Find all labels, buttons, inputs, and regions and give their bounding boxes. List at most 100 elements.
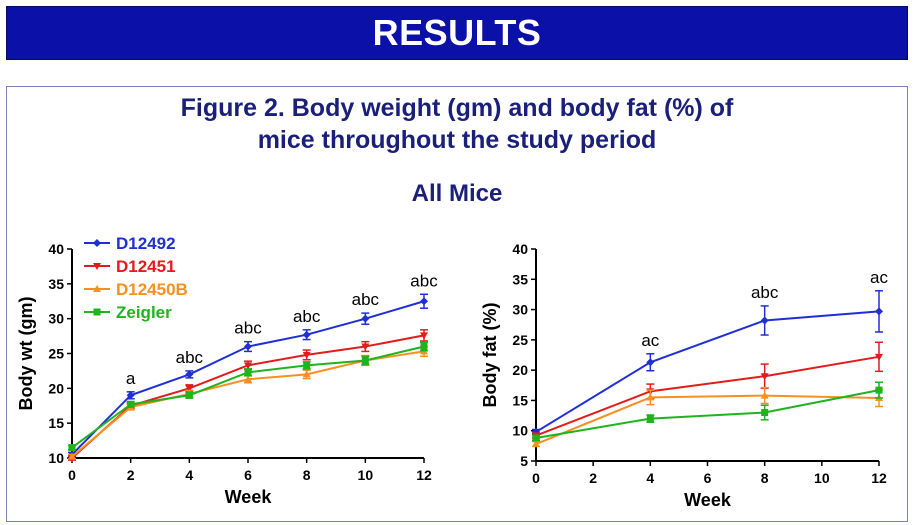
y-tick-label: 40 [48, 241, 64, 257]
significance-label: abc [234, 319, 262, 338]
legend-label: D12450B [116, 280, 188, 299]
significance-label: abc [176, 348, 204, 367]
data-point [303, 361, 311, 369]
figure-panel [6, 86, 908, 522]
data-point [875, 353, 883, 361]
data-point [361, 343, 370, 351]
significance-label: abc [410, 271, 438, 290]
data-point [420, 343, 428, 351]
data-point [68, 444, 76, 452]
figure-title: Figure 2. Body weight (gm) and body fat … [0, 92, 914, 156]
significance-label: ac [641, 331, 659, 350]
y-tick-label: 15 [48, 415, 64, 431]
significance-label: abc [352, 290, 380, 309]
series-d12492 [532, 290, 883, 436]
data-point [126, 391, 135, 400]
data-point [302, 370, 311, 378]
data-point [244, 342, 252, 351]
data-point [760, 316, 769, 325]
data-point [646, 393, 655, 401]
x-tick-label: 2 [127, 467, 135, 483]
legend-label: Zeigler [116, 303, 172, 322]
results-title: RESULTS [372, 12, 542, 53]
legend-marker [93, 239, 101, 247]
significance-label: abc [751, 283, 779, 302]
x-tick-label: 6 [244, 467, 252, 483]
data-point [761, 409, 769, 417]
data-point [420, 297, 428, 306]
y-tick-label: 15 [512, 392, 528, 408]
data-point [302, 351, 311, 359]
series-line [71, 334, 425, 459]
data-point [875, 386, 883, 394]
data-point [532, 434, 540, 442]
figure-title-line1: Figure 2. Body weight (gm) and body fat … [180, 94, 734, 122]
x-tick-label: 0 [68, 467, 76, 483]
x-tick-label: 0 [532, 470, 540, 486]
series-zeigler [68, 341, 428, 452]
series-line [535, 389, 880, 439]
legend-marker [93, 285, 101, 292]
y-tick-label: 10 [512, 423, 528, 439]
data-point [646, 415, 654, 423]
x-tick-label: 4 [646, 470, 654, 486]
data-point [185, 370, 194, 379]
figure-subtitle: All Mice [411, 180, 503, 207]
y-tick-label: 35 [48, 276, 64, 292]
data-point [127, 400, 135, 408]
x-tick-label: 8 [761, 470, 769, 486]
x-axis-title: Week [684, 490, 732, 510]
legend: D12492 D12451 D12450B Zeigler [84, 234, 188, 322]
significance-label: abc [293, 307, 321, 326]
x-tick-label: 2 [589, 470, 597, 486]
y-axis-title: Body wt (gm) [16, 297, 36, 411]
data-point [361, 314, 370, 323]
x-tick-label: 12 [416, 467, 432, 483]
y-tick-label: 20 [48, 380, 64, 396]
y-tick-label: 35 [512, 271, 528, 287]
y-tick-label: 30 [48, 311, 64, 327]
y-tick-label: 5 [520, 453, 528, 469]
data-point [760, 373, 769, 381]
y-tick-label: 20 [512, 362, 528, 378]
body-fat-chart: 5 10 15 20 25 30 35 40 0 2 4 6 8 10 12 Week Body fat (%)… [480, 241, 888, 510]
data-point [361, 356, 369, 364]
data-point [760, 391, 769, 399]
figure-title-line2: mice throughout the study period [257, 126, 657, 154]
x-tick-label: 12 [871, 470, 887, 486]
significance-label: ac [870, 268, 888, 287]
series-d12450b [532, 386, 883, 448]
x-tick-label: 6 [704, 470, 712, 486]
x-tick-label: 10 [814, 470, 830, 486]
x-tick-label: 4 [185, 467, 193, 483]
series-zeigler [532, 381, 883, 442]
data-point [185, 391, 193, 399]
x-tick-label: 10 [358, 467, 374, 483]
data-point [68, 452, 76, 460]
data-point [244, 362, 252, 370]
y-tick-label: 25 [512, 332, 528, 348]
significance-label: a [126, 369, 136, 388]
y-tick-label: 30 [512, 302, 528, 318]
data-point [302, 330, 311, 339]
data-point [532, 440, 540, 448]
data-point [875, 307, 883, 316]
legend-marker [93, 308, 101, 316]
legend-label: D12451 [116, 257, 176, 276]
data-point [646, 358, 655, 367]
body-weight-chart: 10 15 20 25 30 35 40 0 2 4 6 8 10 12 Week Body wt (gm) a… [16, 234, 438, 507]
legend-label: D12492 [116, 234, 176, 253]
y-tick-label: 10 [48, 450, 64, 466]
y-tick-label: 40 [512, 241, 528, 257]
legend-marker [93, 263, 101, 270]
data-point [244, 375, 252, 383]
series-line [535, 355, 880, 437]
series-line [535, 310, 880, 433]
x-axis-title: Week [225, 487, 273, 507]
y-tick-label: 25 [48, 346, 64, 362]
data-point [244, 368, 252, 376]
data-point [185, 385, 194, 393]
data-point [420, 332, 428, 340]
results-banner: RESULTS [6, 6, 908, 60]
x-tick-label: 8 [303, 467, 311, 483]
